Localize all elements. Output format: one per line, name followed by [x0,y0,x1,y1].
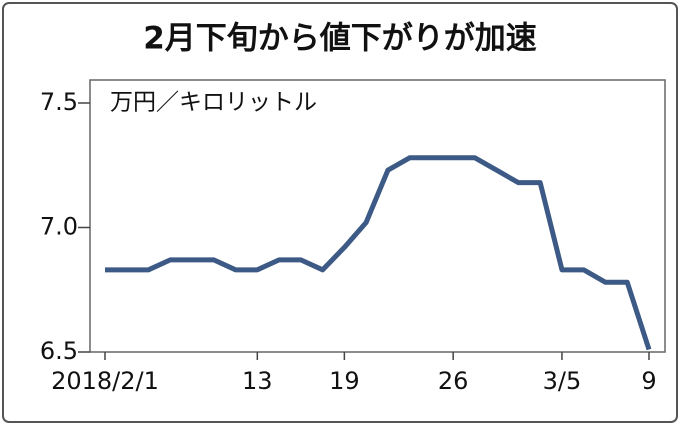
chart-title: 2月下旬から値下がりが加速 [143,21,537,57]
x-tick-label: 2018/2/1 [51,367,159,395]
x-tick-label: 26 [438,367,469,395]
x-tick-label: 13 [242,367,273,395]
x-tick-label: 3/5 [543,367,582,395]
y-tick-label: 7.0 [40,213,78,241]
line [105,155,652,351]
x-tick-label: 19 [329,367,360,395]
y-tick-label: 6.5 [40,337,78,365]
x-tick-label: 9 [641,367,656,395]
plot-frame [89,79,666,353]
y-axis-label: 万円／キロリットル [110,90,317,116]
y-tick-label: 7.5 [40,88,78,116]
